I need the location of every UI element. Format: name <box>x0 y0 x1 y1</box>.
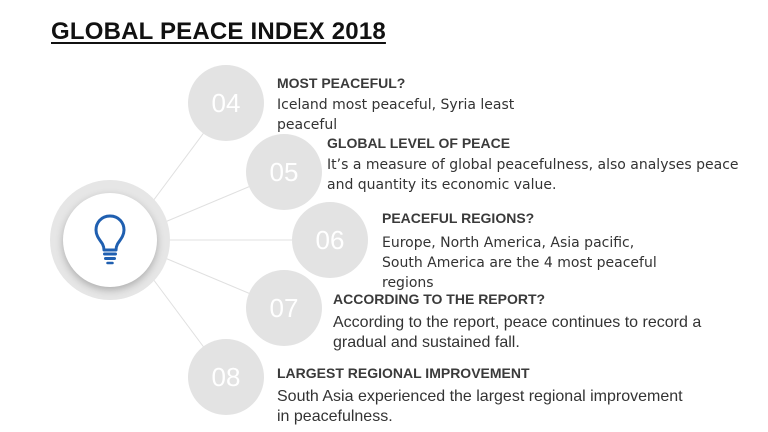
number-circle-08: 08 <box>188 339 264 415</box>
number-circle-05: 05 <box>246 134 322 210</box>
hub-inner-circle <box>63 193 157 287</box>
item-body-05: It’s a measure of global peacefulness, a… <box>327 157 739 193</box>
item-heading-07: ACCORDING TO THE REPORT? <box>333 291 546 307</box>
item-heading-05: GLOBAL LEVEL OF PEACE <box>327 135 511 151</box>
item-body-07: According to the report, peace continues… <box>333 314 702 351</box>
hub-circle <box>50 180 170 300</box>
number-circle-04: 04 <box>188 65 264 141</box>
item-heading-04: MOST PEACEFUL? <box>277 75 406 91</box>
item-body-08: South Asia experienced the largest regio… <box>277 388 683 425</box>
item-body-04: Iceland most peaceful, Syria least peace… <box>277 97 515 133</box>
item-heading-06: PEACEFUL REGIONS? <box>382 210 535 226</box>
number-circle-06: 06 <box>292 202 368 278</box>
number-circle-07: 07 <box>246 270 322 346</box>
item-body-06: Europe, North America, Asia pacific, Sou… <box>382 235 657 291</box>
item-heading-08: LARGEST REGIONAL IMPROVEMENT <box>277 365 530 381</box>
page-title: GLOBAL PEACE INDEX 2018 <box>51 18 386 45</box>
lightbulb-icon <box>94 214 126 265</box>
